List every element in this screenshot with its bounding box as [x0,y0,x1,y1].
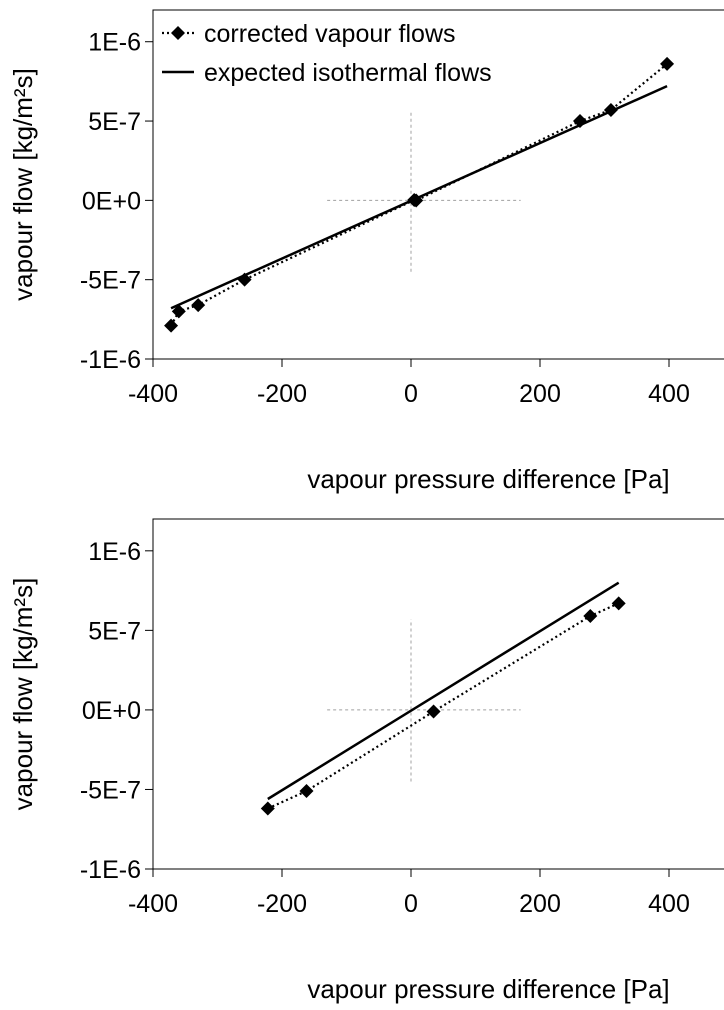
x-axis-label: vapour pressure difference [Pa] [307,464,669,494]
legend-label-corrected: corrected vapour flows [204,20,456,48]
x-tick-label: -200 [257,380,307,408]
x-tick-label: -400 [128,890,178,918]
y-tick-label: -5E-7 [80,776,141,804]
chart-bottom: -1E-6 -5E-7 0E+0 5E-7 1E-6 -400 -200 0 200 400 vap… [8,518,724,1004]
x-axis-label: vapour pressure difference [Pa] [307,974,669,1004]
legend-label-expected: expected isothermal flows [204,59,492,87]
x-tick-label: 400 [648,380,690,408]
y-tick-label: 0E+0 [82,697,141,725]
y-tick-label: 5E-7 [88,617,141,645]
data-point-diamond [260,801,275,816]
y-tick-label: 1E-6 [88,538,141,566]
x-tick-label: 400 [648,890,690,918]
legend-marker-diamond [171,26,185,40]
data-point-diamond [299,784,314,799]
x-tick-label: -400 [128,380,178,408]
y-tick-label: -1E-6 [80,346,141,374]
data-point-diamond [583,609,598,624]
data-point-diamond [611,596,626,611]
y-tick-label: 5E-7 [88,108,141,136]
series-line-corrected [170,63,668,327]
series-line-expected [267,581,620,801]
x-tick-label: 0 [404,380,418,408]
y-tick-label: -5E-7 [80,267,141,295]
legend: corrected vapour flows expected isotherma… [162,20,492,87]
x-tick-label: 200 [519,890,561,918]
chart-top: -1E-6 -5E-7 0E+0 5E-7 1E-6 -400 -200 0 200 400 vap… [8,9,724,494]
series-line-expected [170,85,668,310]
y-tick-label: -1E-6 [80,856,141,884]
x-tick-label: 200 [519,380,561,408]
data-point-diamond [426,704,441,719]
series-line-corrected [267,602,620,810]
plot-frame [152,9,724,360]
data-point-diamond [191,298,206,313]
plot-frame [152,518,724,870]
data-point-diamond [171,304,186,319]
y-tick-label: 1E-6 [88,29,141,57]
y-axis-label: vapour flow [kg/m²s] [8,578,38,811]
data-point-diamond [164,318,179,333]
y-axis-label: vapour flow [kg/m²s] [8,68,38,301]
x-tick-label: 0 [404,890,418,918]
x-tick-label: -200 [257,890,307,918]
data-point-diamond [660,56,675,71]
y-tick-label: 0E+0 [82,187,141,215]
